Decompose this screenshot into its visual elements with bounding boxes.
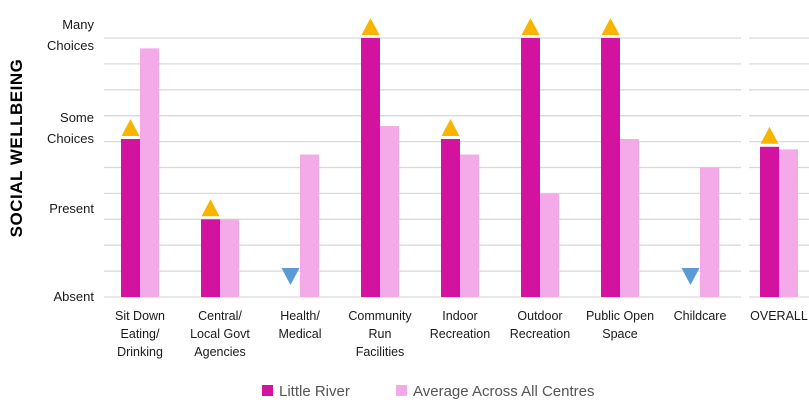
bar-little-river	[201, 219, 220, 297]
trend-markers	[121, 18, 779, 285]
x-tick-label: Health/	[280, 309, 320, 323]
bar-average	[700, 167, 719, 297]
x-tick-label: Run	[369, 327, 392, 341]
x-tick-label: Indoor	[442, 309, 477, 323]
up-triangle-icon	[201, 199, 220, 217]
legend-swatch-average	[396, 385, 407, 396]
bar-little-river	[760, 146, 779, 297]
y-tick-label: Present	[49, 201, 94, 216]
bar-little-river	[121, 139, 140, 297]
legend-label-little-river: Little River	[279, 383, 350, 400]
bar-average	[540, 193, 559, 297]
x-tick-label: Public Open	[586, 309, 654, 323]
y-tick-label: Choices	[47, 131, 94, 146]
x-tick-label: Recreation	[510, 327, 570, 341]
bars	[121, 38, 798, 297]
down-triangle-icon	[681, 268, 700, 285]
y-axis-tick-labels: Absent Present Some Choices Many Choices	[47, 17, 94, 304]
bar-average	[300, 154, 319, 297]
legend-label-average: Average Across All Centres	[413, 383, 594, 400]
x-axis-category-labels: Sit Down Eating/Drinking Central/Local Gov…	[115, 309, 808, 359]
x-tick-label: Outdoor	[517, 309, 562, 323]
bar-average	[140, 48, 159, 297]
y-tick-label: Absent	[54, 289, 95, 304]
legend: Little River Average Across All Centres	[262, 383, 594, 400]
x-tick-label: Eating/	[121, 327, 160, 341]
x-tick-label: Drinking	[117, 345, 163, 359]
bar-average	[620, 139, 639, 297]
x-tick-label: Medical	[278, 327, 321, 341]
bar-average	[460, 154, 479, 297]
y-tick-label: Choices	[47, 38, 94, 53]
bar-little-river	[601, 38, 620, 297]
x-tick-label: Childcare	[674, 309, 727, 323]
bar-average	[779, 149, 798, 297]
overall-separator	[741, 0, 749, 298]
x-tick-label: Recreation	[430, 327, 490, 341]
up-triangle-icon	[601, 18, 620, 35]
x-tick-label: Space	[602, 327, 637, 341]
x-tick-label: Community	[348, 309, 412, 323]
up-triangle-icon	[441, 119, 460, 137]
x-tick-label: Facilities	[356, 345, 405, 359]
y-tick-label: Some	[60, 110, 94, 125]
up-triangle-icon	[760, 126, 779, 144]
y-tick-label: Many	[62, 17, 94, 32]
bar-average	[220, 219, 239, 297]
up-triangle-icon	[121, 119, 140, 137]
bar-little-river	[441, 139, 460, 297]
bar-average	[380, 126, 399, 297]
legend-swatch-little-river	[262, 385, 273, 396]
up-triangle-icon	[521, 18, 540, 35]
y-axis-title: SOCIAL WELLBEING	[7, 59, 26, 238]
bar-little-river	[361, 38, 380, 297]
up-triangle-icon	[361, 18, 380, 35]
x-tick-label: OVERALL	[750, 309, 808, 323]
x-tick-label: Local Govt	[190, 327, 250, 341]
x-tick-label: Sit Down	[115, 309, 165, 323]
x-tick-label: Agencies	[194, 345, 245, 359]
down-triangle-icon	[281, 268, 300, 285]
bar-little-river	[521, 38, 540, 297]
x-tick-label: Central/	[198, 309, 242, 323]
